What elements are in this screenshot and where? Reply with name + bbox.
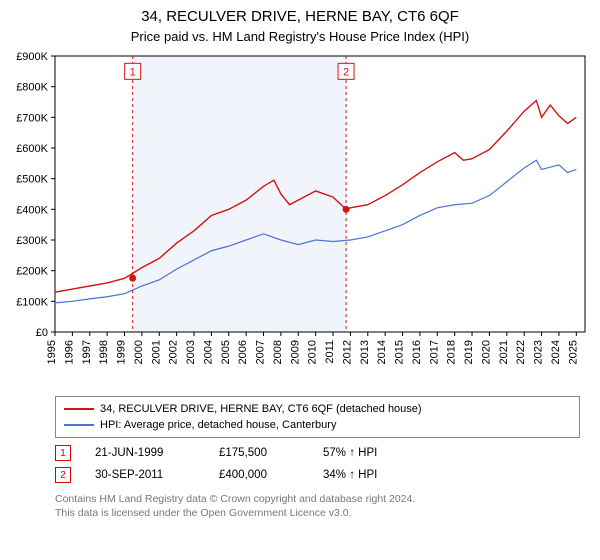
- svg-text:2023: 2023: [533, 340, 545, 364]
- transaction-pct-vs-hpi: 57% ↑ HPI: [323, 447, 413, 459]
- svg-text:1: 1: [130, 66, 136, 78]
- svg-text:1995: 1995: [46, 340, 58, 364]
- svg-text:2017: 2017: [428, 340, 440, 364]
- svg-text:£300K: £300K: [16, 235, 48, 247]
- svg-text:2: 2: [343, 66, 349, 78]
- svg-text:2003: 2003: [185, 340, 197, 364]
- svg-text:2009: 2009: [289, 340, 301, 364]
- svg-text:£800K: £800K: [16, 82, 48, 94]
- svg-text:2005: 2005: [220, 340, 232, 364]
- svg-text:2015: 2015: [394, 340, 406, 364]
- legend-label: HPI: Average price, detached house, Cant…: [100, 419, 336, 431]
- svg-text:£500K: £500K: [16, 174, 48, 186]
- price-chart: £0 £100K £200K £300K £400K £500K £600K £700K £80…: [0, 50, 600, 390]
- svg-text:2016: 2016: [411, 340, 423, 364]
- svg-text:£600K: £600K: [16, 143, 48, 155]
- page-title: 34, RECULVER DRIVE, HERNE BAY, CT6 6QF: [0, 8, 600, 25]
- svg-text:£700K: £700K: [16, 112, 48, 124]
- transaction-table: 1 21-JUN-1999 £175,500 57% ↑ HPI 2 30-SEP-201…: [55, 442, 580, 486]
- svg-text:2013: 2013: [359, 340, 371, 364]
- svg-text:2010: 2010: [307, 340, 319, 364]
- svg-text:2008: 2008: [272, 340, 284, 364]
- svg-text:1999: 1999: [116, 340, 128, 364]
- svg-text:2006: 2006: [237, 340, 249, 364]
- transaction-row: 2 30-SEP-2011 £400,000 34% ↑ HPI: [55, 464, 580, 486]
- transaction-date: 21-JUN-1999: [95, 447, 195, 459]
- svg-text:£200K: £200K: [16, 266, 48, 278]
- svg-text:1996: 1996: [63, 340, 75, 364]
- svg-text:2012: 2012: [341, 340, 353, 364]
- legend-swatch: [64, 424, 94, 426]
- transaction-badge: 2: [55, 467, 71, 483]
- svg-text:1998: 1998: [98, 340, 110, 364]
- svg-text:2007: 2007: [255, 340, 267, 364]
- svg-text:£400K: £400K: [16, 204, 48, 216]
- transaction-price: £175,500: [219, 447, 299, 459]
- svg-text:2021: 2021: [498, 340, 510, 364]
- svg-text:2025: 2025: [567, 340, 579, 364]
- svg-text:£0: £0: [36, 327, 48, 339]
- legend-row: HPI: Average price, detached house, Cant…: [64, 417, 571, 433]
- svg-text:2000: 2000: [133, 340, 145, 364]
- transaction-badge: 1: [55, 445, 71, 461]
- svg-text:1997: 1997: [81, 340, 93, 364]
- svg-text:2022: 2022: [515, 340, 527, 364]
- svg-text:2024: 2024: [550, 340, 562, 364]
- footnote: Contains HM Land Registry data © Crown c…: [55, 492, 580, 520]
- transaction-date: 30-SEP-2011: [95, 469, 195, 481]
- transaction-row: 1 21-JUN-1999 £175,500 57% ↑ HPI: [55, 442, 580, 464]
- svg-text:2002: 2002: [168, 340, 180, 364]
- svg-text:2020: 2020: [480, 340, 492, 364]
- transaction-price: £400,000: [219, 469, 299, 481]
- svg-text:2001: 2001: [150, 340, 162, 364]
- transaction-pct-vs-hpi: 34% ↑ HPI: [323, 469, 413, 481]
- svg-text:2019: 2019: [463, 340, 475, 364]
- svg-text:2018: 2018: [446, 340, 458, 364]
- svg-text:2011: 2011: [324, 340, 336, 364]
- footnote-line: This data is licensed under the Open Gov…: [55, 506, 580, 520]
- legend-row: 34, RECULVER DRIVE, HERNE BAY, CT6 6QF (…: [64, 401, 571, 417]
- legend: 34, RECULVER DRIVE, HERNE BAY, CT6 6QF (…: [55, 396, 580, 438]
- legend-label: 34, RECULVER DRIVE, HERNE BAY, CT6 6QF (…: [100, 403, 422, 415]
- svg-text:£100K: £100K: [16, 296, 48, 308]
- svg-text:2004: 2004: [202, 340, 214, 364]
- svg-text:2014: 2014: [376, 340, 388, 364]
- svg-text:£900K: £900K: [16, 51, 48, 63]
- legend-swatch: [64, 408, 94, 410]
- page-subtitle: Price paid vs. HM Land Registry's House …: [0, 29, 600, 44]
- footnote-line: Contains HM Land Registry data © Crown c…: [55, 492, 580, 506]
